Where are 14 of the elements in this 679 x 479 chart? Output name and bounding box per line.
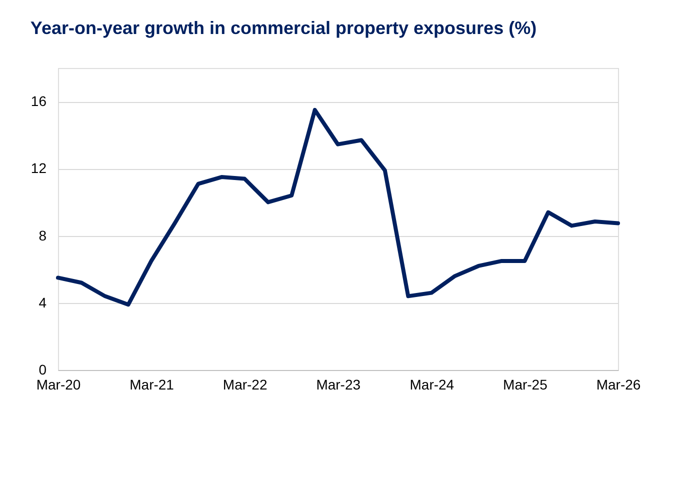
x-tick-label: Mar-22 (222, 376, 268, 392)
y-tick-label: 12 (30, 160, 47, 176)
y-tick-label: 16 (30, 93, 47, 110)
y-tick-label: 4 (38, 294, 47, 310)
line-series (56, 108, 620, 307)
x-tick-label: Mar-24 (410, 376, 454, 392)
x-tick-label: Mar-23 (316, 376, 361, 392)
x-tick-label: Mar-26 (596, 376, 641, 392)
chart-title: Year-on-year growth in commercial property exposures (%) (30, 18, 537, 38)
x-tick-label: Mar-20 (36, 376, 81, 392)
y-tick-label: 0 (38, 362, 47, 378)
y-tick-label: 8 (38, 227, 47, 244)
x-tick-label: Mar-25 (503, 376, 548, 392)
x-tick-label: Mar-21 (130, 376, 174, 392)
